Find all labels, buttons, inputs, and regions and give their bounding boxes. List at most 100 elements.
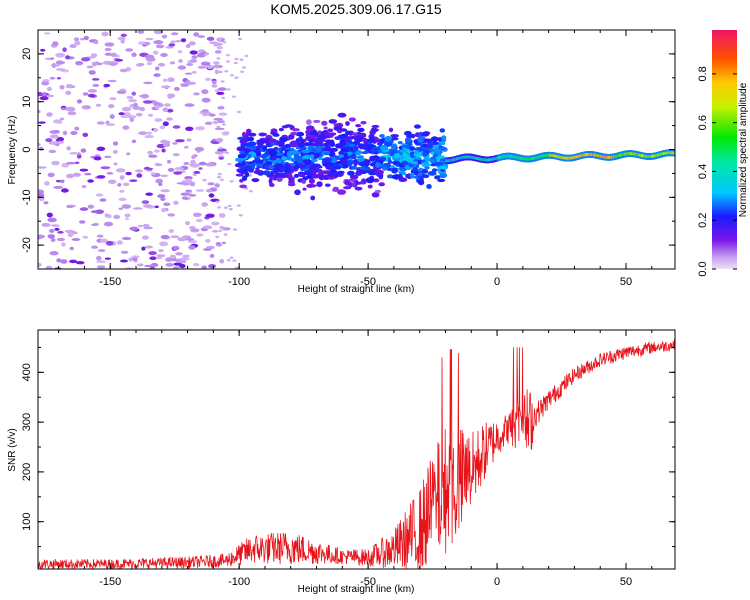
spectrogram-noise-cell [169,61,176,65]
spectrogram-noise-cell [67,232,74,238]
spectrogram-cluster-cell [338,154,344,158]
spectrogram-noise-cell [69,246,74,251]
spectrogram-noise-cell [81,105,92,110]
spectrogram-cluster-cell [311,132,319,136]
spectrogram-noise-cell [186,79,191,83]
snr-x-ticks: -150 -100 -50 0 50 [58,330,653,588]
spectrogram-noise-cell [143,204,153,208]
spectrogram-noise-cell [193,92,200,96]
spectrogram-cluster-cell [370,127,378,133]
spectrogram-noise-cell [202,178,207,182]
spectrogram-y-tick-label: 0 [21,146,33,152]
spectrogram-noise-cell [146,131,152,135]
spectrogram-cluster-cell [289,141,298,148]
spectrogram-noise-cell [108,61,118,67]
spectrogram-noise-cell [154,66,160,71]
spectrogram-noise-cell [165,46,174,49]
spectrogram-noise-cell [84,172,92,176]
spectrogram-noise-cell [226,259,231,262]
snr-y-tick-label: 100 [21,513,33,531]
spectrogram-noise-cell [87,179,94,183]
spectrogram-noise-cell [195,189,205,192]
spectrogram-noise-cell [49,228,55,233]
spectrogram-x-tick-label: -100 [228,276,250,288]
spectrogram-noise-cell [153,149,160,153]
spectrogram-noise-cell [82,92,89,96]
spectrogram-noise-cell [153,73,161,77]
spectrogram-noise-cell [148,154,158,158]
spectrogram-noise-cell [90,210,101,214]
spectrogram-cluster-cell [368,133,375,140]
spectrogram-noise-cell [169,254,176,259]
spectrogram-cluster-cell [438,166,448,170]
spectrogram-noise-cell [168,229,175,233]
spectrogram-noise-cell [202,225,213,230]
spectrogram-noise-cell [91,78,100,81]
spectrogram-noise-cell [46,212,53,218]
spectrogram-cluster-cell [311,174,320,179]
spectrogram-noise-cell [52,119,62,124]
spectrogram-noise-cell [218,112,228,116]
snr-y-label: SNR (v/v) [7,428,18,471]
spectrogram-y-tick-label: -10 [21,189,33,205]
spectrogram-noise-cell [160,197,166,201]
spectrogram-cluster-cell [312,138,322,144]
spectrogram-cluster-cell [371,124,380,128]
snr-y-tick-label: 400 [21,363,33,381]
spectrogram-cluster-cell [328,133,334,138]
spectrogram-noise-cell [228,208,233,211]
spectrogram-noise-cell [44,181,50,186]
spectrogram-noise-cell [166,117,173,121]
spectrogram-noise-cell [47,217,57,223]
spectrogram-cluster-cell [429,158,435,163]
spectrogram-noise-cell [155,256,163,260]
spectrogram-cluster-cell [372,146,378,153]
spectrogram-noise-cell [165,140,171,144]
spectrogram-noise-cell [47,172,55,178]
spectrogram-cluster-cell [316,169,323,173]
spectrogram-noise-cell [244,54,249,58]
spectrogram-noise-cell [217,172,222,176]
spectrogram-cluster-cell [356,133,366,137]
spectrogram-noise-cell [153,101,161,107]
colorbar-tick-label: 0.6 [697,115,709,130]
spectrogram-cluster-cell [321,147,331,151]
snr-frame [37,329,676,570]
spectrogram-noise-cell [65,90,72,95]
spectrogram-x-ticks: -150 -100 -50 0 50 [58,30,653,288]
spectrogram-noise-cell [88,70,96,75]
spectrogram-noise-cell [105,240,114,246]
spectrogram-cluster-cell [379,145,389,151]
spectrogram-cluster-cell [350,135,356,139]
spectrogram-cluster-cell [258,132,268,137]
spectrogram-noise-cell [139,94,148,98]
spectrogram-cluster-cell [255,167,260,171]
spectrogram-noise-cell [160,53,168,57]
spectrogram-cluster-cell [343,186,352,190]
spectrogram-noise-cell [215,235,220,239]
spectrogram-cluster-cell [433,148,440,152]
spectrogram-cluster-cell [384,141,392,147]
spectrogram-noise-cell [234,266,239,269]
spectrogram-noise-cell [128,257,133,262]
spectrogram-noise-cell [95,103,102,107]
spectrogram-noise-cell [216,125,221,129]
spectrogram-cluster-cell [298,172,306,178]
spectrogram-noise-cell [50,224,60,227]
spectrogram-cluster-cell [390,143,397,150]
spectrogram-cluster-cell [284,163,292,168]
spectrogram-cluster-cell [335,143,344,149]
spectrogram-noise-cell [91,223,99,226]
spectrogram-cluster-cell [424,161,429,167]
spectrogram-noise-cell [147,113,154,117]
spectrogram-noise-cell [95,193,104,197]
spectrogram-y-tick-label: 20 [21,48,33,60]
spectrogram-cluster-cell [382,166,388,171]
spectrogram-noise-cell [74,126,80,131]
spectrogram-noise-cell [38,110,41,113]
spectrogram-noise-cell [221,123,226,126]
spectrogram-cluster-cell [302,187,307,191]
spectrogram-noise-cell [167,93,176,99]
snr-x-tick-label: -50 [360,576,376,588]
spectrogram-cluster-cell [246,136,255,142]
